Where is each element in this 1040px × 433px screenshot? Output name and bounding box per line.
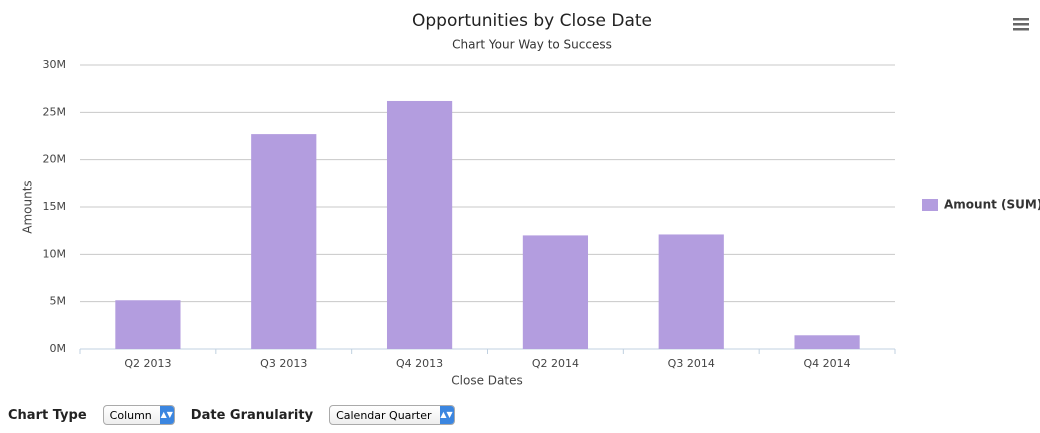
bar (794, 335, 860, 349)
x-tick-label: Q3 2014 (668, 357, 715, 370)
legend-label: Amount (SUM) (944, 198, 1040, 212)
y-tick-label: 15M (43, 200, 67, 213)
y-tick-label: 5M (50, 295, 67, 308)
granularity-select[interactable]: Calendar Quarter ▲▼ (329, 405, 455, 425)
select-arrow: ▲▼ (439, 406, 454, 424)
chart-type-select[interactable]: Column ▲▼ (102, 405, 175, 425)
legend-swatch (922, 199, 938, 211)
x-tick-label: Q2 2014 (532, 357, 579, 370)
control-label: Date Granularity (190, 407, 314, 423)
x-tick-label: Q4 2013 (396, 357, 443, 370)
bar (115, 300, 181, 349)
bar (251, 134, 317, 349)
y-tick-label: 0M (50, 342, 67, 355)
y-tick-label: 20M (43, 153, 67, 166)
x-tick-label: Q4 2014 (804, 357, 851, 370)
select-value: Calendar Quarter (336, 408, 432, 422)
controls: Chart Type Column ▲▼ Date Granularity Cal… (8, 405, 471, 425)
x-axis-title: Close Dates (451, 374, 522, 388)
chart-subtitle: Chart Your Way to Success (452, 38, 612, 52)
menu-bar (1013, 23, 1029, 26)
y-tick-label: 10M (43, 247, 67, 260)
y-axis-title: Amounts (21, 180, 35, 233)
select-value: Column (109, 408, 152, 422)
bar (658, 234, 724, 349)
x-tick-label: Q2 2013 (124, 357, 171, 370)
control-label: Chart Type (8, 407, 87, 423)
menu-button[interactable] (1013, 18, 1029, 31)
bar (522, 235, 589, 349)
chart: Opportunities by Close Date Chart Your W… (21, 11, 1040, 388)
y-tick-label: 25M (43, 105, 67, 118)
chart-title: Opportunities by Close Date (412, 11, 652, 31)
select-arrow: ▲▼ (159, 406, 174, 424)
x-tick-label: Q3 2013 (260, 357, 307, 370)
y-tick-label: 30M (43, 58, 67, 71)
bar (386, 100, 453, 350)
menu-bar (1013, 18, 1029, 21)
menu-bar (1013, 28, 1029, 31)
